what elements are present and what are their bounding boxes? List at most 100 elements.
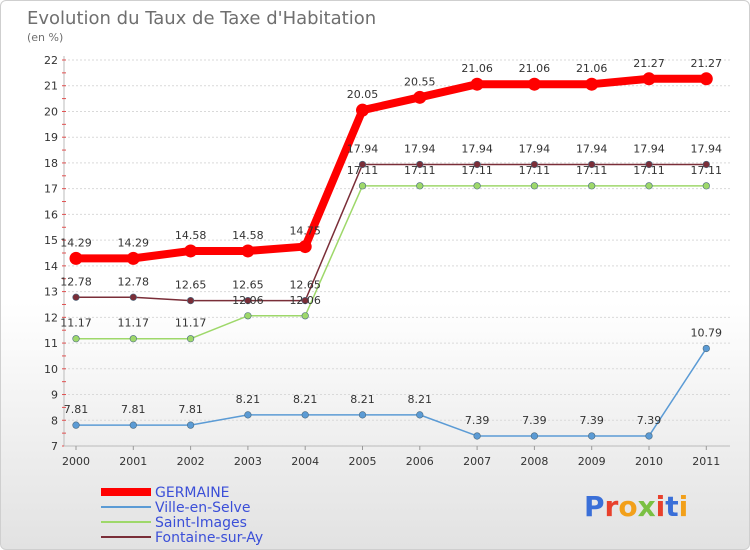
x-tick-label: 2005: [349, 455, 377, 468]
data-labels: 14.29 14.29 14.58 14.58 14.75 20.05 20.55 21.06…: [60, 57, 722, 427]
data-point: [301, 297, 309, 305]
data-label: 12.06: [289, 294, 321, 307]
data-point: [72, 421, 80, 429]
y-tick-label: 21: [44, 80, 58, 93]
data-point: [72, 335, 80, 343]
data-label: 17.11: [633, 164, 665, 177]
grid-lines: [64, 59, 730, 421]
data-label: 17.94: [461, 142, 493, 155]
series-lines: [76, 74, 707, 437]
data-label: 10.79: [691, 326, 723, 339]
data-point: [702, 160, 710, 169]
axes: 7 8 9 10 11 12 13 14 15 16 17 18 19 20 21 22 2000 2001 200…: [44, 54, 730, 468]
data-point: [184, 244, 198, 258]
y-tick-label: 12: [44, 311, 58, 324]
data-point: [699, 72, 713, 86]
data-point: [585, 77, 599, 91]
x-tick-label: 2009: [578, 455, 606, 468]
brand-text: Proxiti: [584, 490, 688, 523]
x-tick-label: 2002: [177, 455, 205, 468]
data-point: [129, 335, 137, 343]
data-point: [588, 160, 596, 169]
data-label: 21.06: [519, 62, 551, 75]
data-point: [129, 293, 137, 301]
data-label: 12.65: [289, 279, 321, 292]
data-point: [527, 77, 541, 91]
legend-label: Saint-Images: [155, 515, 247, 531]
data-label: 12.06: [232, 294, 264, 307]
data-label: 17.94: [347, 142, 379, 155]
data-label: 17.94: [691, 142, 723, 155]
data-point: [588, 432, 596, 440]
y-tick-label: 22: [44, 54, 58, 67]
data-point: [241, 244, 255, 258]
data-label: 8.21: [293, 393, 318, 406]
brand-letter: x: [638, 490, 656, 523]
data-point: [129, 421, 137, 429]
data-point: [126, 251, 140, 265]
data-label: 21.27: [691, 57, 723, 70]
data-label: 17.94: [576, 142, 608, 155]
y-tick-label: 9: [51, 389, 58, 402]
x-tick-label: 2006: [406, 455, 434, 468]
brand-letter: P: [584, 490, 605, 523]
x-tick-label: 2000: [62, 455, 90, 468]
y-tick-label: 14: [44, 260, 58, 273]
data-point: [413, 90, 427, 104]
data-label: 21.06: [461, 62, 493, 75]
y-tick-label: 13: [44, 286, 58, 299]
data-label: 7.39: [579, 414, 604, 427]
data-point: [642, 72, 656, 86]
data-label: 7.39: [637, 414, 662, 427]
data-label: 7.81: [178, 403, 203, 416]
data-point: [187, 335, 195, 343]
data-label: 11.17: [175, 317, 207, 330]
data-point: [416, 411, 424, 419]
brand-letter: i: [679, 490, 689, 523]
data-label: 17.11: [519, 164, 551, 177]
data-point: [358, 160, 367, 169]
data-label: 8.21: [236, 393, 261, 406]
data-label: 7.39: [522, 414, 547, 427]
x-tick-label: 2010: [635, 455, 663, 468]
legend-label: Fontaine-sur-Ay: [155, 530, 263, 546]
data-point: [470, 77, 484, 91]
y-tick-label: 16: [44, 208, 58, 221]
y-tick-label: 11: [44, 337, 58, 350]
series-points: [69, 72, 713, 440]
data-label: 14.75: [289, 225, 321, 238]
y-tick-label: 18: [44, 157, 58, 170]
data-label: 12.65: [175, 279, 207, 292]
data-label: 20.05: [347, 88, 379, 101]
data-point: [358, 182, 367, 190]
data-point: [645, 432, 653, 440]
data-point: [588, 182, 596, 190]
series-line: [76, 163, 707, 302]
y-tick-label: 17: [44, 183, 58, 196]
data-point: [244, 411, 252, 419]
data-point: [358, 411, 367, 419]
data-label: 21.27: [633, 57, 665, 70]
data-point: [72, 293, 80, 301]
data-point: [187, 297, 195, 305]
legend-label: Ville-en-Selve: [155, 500, 250, 516]
brand-letter: o: [618, 490, 637, 523]
data-point: [530, 160, 539, 169]
data-label: 17.11: [347, 164, 379, 177]
y-tick-label: 20: [44, 105, 58, 118]
data-label: 12.78: [118, 275, 150, 288]
chart-title: Evolution du Taux de Taxe d'Habitation: [27, 8, 376, 29]
data-point: [645, 160, 653, 169]
data-label: 12.78: [60, 275, 92, 288]
data-label: 11.17: [118, 317, 150, 330]
data-label: 14.29: [60, 236, 92, 249]
series-line: [76, 348, 707, 437]
legend-label: GERMAINE: [155, 485, 230, 501]
data-label: 11.17: [60, 317, 92, 330]
y-tick-label: 7: [51, 440, 58, 453]
data-point: [69, 251, 83, 265]
data-label: 7.39: [465, 414, 490, 427]
chart-subtitle: (en %): [27, 31, 63, 44]
x-tick-label: 2003: [234, 455, 262, 468]
